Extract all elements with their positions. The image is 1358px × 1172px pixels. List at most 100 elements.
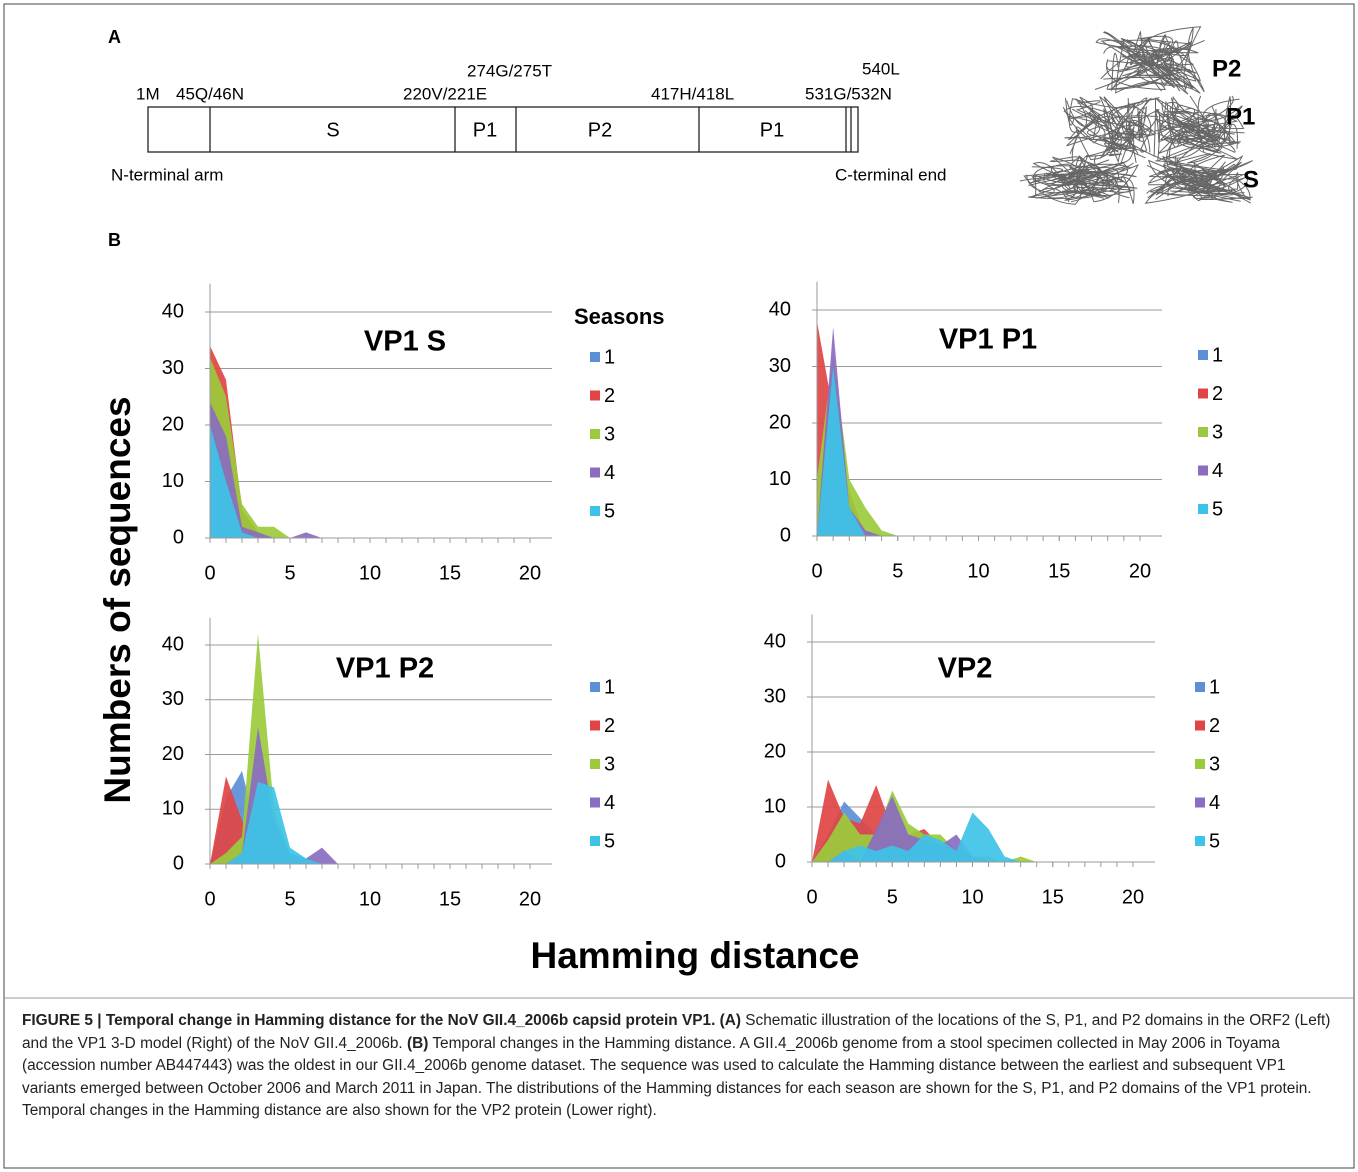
legend-label: 5 — [604, 830, 615, 852]
legend-swatch — [590, 797, 600, 808]
y-tick-label: 30 — [162, 357, 184, 379]
area — [210, 413, 530, 538]
legend-label: 2 — [1212, 383, 1223, 405]
x-tick-label: 20 — [519, 562, 541, 584]
area — [210, 402, 530, 538]
legend-label: 2 — [1209, 715, 1220, 737]
terminal-label: N-terminal arm — [111, 165, 223, 184]
legend-label: 4 — [604, 792, 615, 814]
model-strand — [1062, 106, 1143, 163]
chart-title: VP1 S — [364, 326, 446, 358]
x-tick-label: 5 — [892, 560, 903, 582]
orf-box — [147, 106, 859, 153]
y-tick-label: 10 — [769, 468, 791, 490]
position-label: 540L — [862, 59, 900, 78]
legend-label: 3 — [1209, 753, 1220, 775]
x-axis-label: Hamming distance — [531, 935, 860, 976]
legend-swatch — [590, 429, 600, 439]
model-strand — [1116, 37, 1201, 82]
y-tick-label: 10 — [764, 795, 786, 817]
area — [210, 357, 530, 538]
area — [210, 345, 530, 538]
model-strand — [1095, 34, 1205, 91]
legend-label: 1 — [1209, 676, 1220, 698]
legend-label: 4 — [604, 462, 615, 484]
model-strand — [1063, 106, 1147, 153]
model-strand — [1028, 171, 1111, 200]
legend-swatch — [1198, 350, 1208, 360]
legend-label: 4 — [1209, 792, 1220, 814]
model-label: S — [1243, 166, 1259, 193]
position-label: 45Q/46N — [176, 84, 244, 103]
position-label: 1M — [136, 84, 160, 103]
legend-label: 2 — [604, 385, 615, 407]
legend-label: 3 — [1212, 421, 1223, 443]
caption-text: Temporal changes in the Hamming distance… — [22, 1034, 1312, 1120]
x-tick-label: 0 — [806, 886, 817, 908]
legend-swatch — [1195, 720, 1205, 731]
x-tick-label: 15 — [439, 888, 461, 910]
caption-text: FIGURE 5 | Temporal change in Hamming di… — [22, 1012, 716, 1029]
domain-label: S — [326, 119, 339, 141]
legend-label: 1 — [604, 676, 615, 698]
y-tick-label: 20 — [764, 740, 786, 762]
y-axis-label: Numbers of sequences — [97, 396, 138, 803]
legend-swatch — [590, 720, 600, 731]
model-strand — [1032, 154, 1089, 198]
legend-swatch — [590, 836, 600, 846]
y-tick-label: 0 — [173, 852, 184, 874]
model-strand — [1031, 164, 1139, 203]
x-tick-label: 10 — [359, 562, 381, 584]
y-tick-label: 40 — [162, 300, 184, 322]
legend-swatch — [1198, 465, 1208, 476]
terminal-label: C-terminal end — [835, 165, 947, 184]
legend-label: 1 — [604, 346, 615, 368]
x-tick-label: 20 — [519, 888, 541, 910]
legend-swatch — [1198, 427, 1208, 437]
model-strand — [1170, 155, 1253, 201]
caption-text: (A) — [719, 1012, 742, 1029]
panel-label: A — [108, 27, 121, 47]
model-strand — [1161, 101, 1239, 148]
y-tick-label: 10 — [162, 798, 184, 820]
x-tick-label: 0 — [204, 888, 215, 910]
y-tick-label: 0 — [780, 524, 791, 546]
legend-swatch — [1198, 504, 1208, 514]
caption-text: (B) — [406, 1034, 429, 1052]
model-strand — [1146, 163, 1251, 201]
x-tick-label: 5 — [284, 562, 295, 584]
frame — [3, 3, 1355, 1169]
position-label: 274G/275T — [467, 61, 552, 80]
caption: FIGURE 5 | Temporal change in Hamming di… — [22, 1010, 1338, 1123]
position-label: 220V/221E — [403, 84, 487, 103]
legend-swatch — [590, 352, 600, 362]
y-tick-label: 0 — [775, 850, 786, 872]
legend-swatch — [590, 506, 600, 516]
model-label: P1 — [1226, 103, 1255, 130]
domain-label: P1 — [760, 119, 784, 141]
y-tick-label: 40 — [162, 633, 184, 655]
x-tick-label: 10 — [967, 560, 989, 582]
model-strand — [1156, 114, 1241, 160]
domain-label: P2 — [588, 119, 612, 141]
legend-swatch — [590, 467, 600, 478]
model-strand — [1100, 27, 1205, 93]
legend-label: 3 — [604, 753, 615, 775]
protein-model — [1019, 26, 1253, 205]
y-tick-label: 40 — [769, 298, 791, 320]
model-strand — [1051, 160, 1138, 189]
legend-title: Seasons — [574, 304, 665, 329]
model-strand — [1154, 118, 1229, 154]
y-tick-label: 40 — [764, 630, 786, 652]
area — [817, 326, 1140, 536]
legend-label: 5 — [1212, 498, 1223, 520]
model-strand — [1136, 97, 1153, 153]
legend-swatch — [590, 390, 600, 401]
y-tick-label: 20 — [162, 413, 184, 435]
x-tick-label: 15 — [1048, 560, 1070, 582]
x-tick-label: 20 — [1129, 560, 1151, 582]
x-tick-label: 20 — [1122, 886, 1144, 908]
legend-swatch — [590, 759, 600, 769]
legend-label: 5 — [604, 500, 615, 522]
